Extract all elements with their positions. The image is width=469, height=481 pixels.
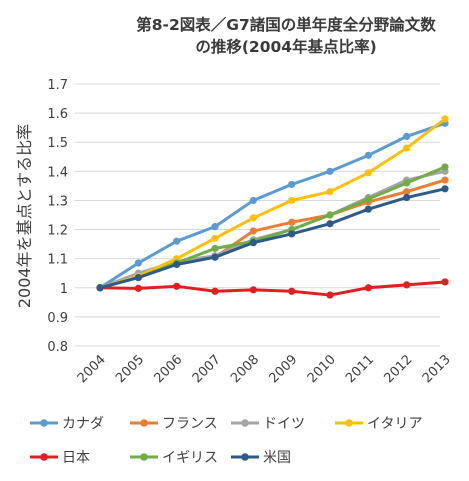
data-point — [96, 284, 104, 292]
y-tick-label: 1.6 — [47, 107, 68, 122]
data-point — [364, 205, 372, 213]
data-point — [441, 163, 449, 171]
x-tick-label: 2012 — [381, 352, 415, 386]
data-point — [403, 188, 411, 196]
legend-swatch-marker — [140, 419, 148, 427]
plot-area — [96, 115, 449, 299]
data-point — [288, 180, 296, 189]
data-point — [326, 291, 334, 299]
legend-label: イギリス — [162, 450, 218, 466]
y-axis-label: 2004年を基点とする比率 — [15, 124, 34, 308]
data-point — [326, 211, 334, 219]
legend-swatch-marker — [140, 453, 148, 461]
x-tick-label: 2006 — [151, 352, 185, 386]
data-point — [211, 234, 219, 242]
y-axis-ticks: 0.8 0.9 1 1.1 1.2 1.3 1.4 1.5 1.6 1.7 — [47, 78, 68, 355]
series-5 — [96, 278, 449, 299]
data-point — [249, 214, 257, 222]
data-point — [403, 132, 411, 140]
data-point — [364, 169, 372, 177]
data-point — [326, 188, 334, 196]
legend-item: ドイツ — [231, 416, 305, 432]
data-point — [134, 284, 142, 292]
data-point — [211, 244, 219, 253]
legend-swatch-marker — [40, 453, 48, 461]
chart-title-line2: の推移(2004年基点比率) — [195, 37, 376, 56]
data-point — [364, 284, 372, 292]
x-axis-ticks: 2004 2005 2006 2007 2008 2009 2010 2011 2012 2013 — [75, 352, 454, 386]
x-tick-label: 2013 — [420, 352, 454, 386]
legend-swatch-marker — [345, 419, 353, 427]
x-tick-label: 2005 — [113, 352, 147, 386]
y-tick-label: 0.8 — [47, 340, 68, 355]
x-tick-label: 2010 — [305, 352, 339, 386]
legend-label: 日本 — [62, 450, 90, 466]
data-point — [173, 260, 181, 269]
data-point — [249, 239, 257, 247]
data-point — [326, 167, 334, 175]
legend-label: フランス — [162, 416, 218, 432]
data-point — [403, 144, 411, 152]
y-tick-label: 1.3 — [47, 194, 68, 209]
series-line — [98, 121, 447, 290]
data-point — [441, 176, 449, 184]
legend-item: 米国 — [231, 450, 291, 466]
data-point — [288, 218, 296, 226]
y-tick-label: 1.5 — [47, 136, 68, 151]
y-tick-label: 1.2 — [47, 224, 68, 239]
x-tick-label: 2007 — [190, 352, 224, 386]
y-tick-label: 1.1 — [47, 253, 68, 268]
x-tick-label: 2004 — [75, 352, 109, 386]
x-tick-label: 2009 — [266, 352, 300, 386]
y-tick-label: 1.7 — [47, 78, 68, 93]
series-line — [98, 187, 447, 290]
data-point — [134, 259, 142, 267]
data-point — [288, 230, 296, 238]
legend-label: 米国 — [263, 450, 291, 466]
data-point — [441, 278, 449, 286]
series-7 — [96, 185, 449, 292]
data-point — [364, 195, 372, 203]
data-point — [249, 227, 257, 235]
chart-title-line1: 第8-2図表／G7諸国の単年度全分野論文数 — [136, 15, 436, 34]
data-point — [173, 282, 181, 290]
x-tick-label: 2011 — [343, 352, 377, 386]
legend-item: カナダ — [30, 416, 104, 432]
data-point — [441, 185, 449, 193]
data-point — [211, 223, 219, 231]
series-line — [98, 117, 447, 290]
data-point — [249, 196, 257, 205]
series-line — [98, 280, 447, 297]
data-point — [288, 287, 296, 295]
y-tick-label: 0.9 — [47, 311, 68, 326]
data-point — [288, 196, 296, 205]
y-tick-label: 1 — [60, 282, 68, 297]
data-point — [134, 273, 142, 282]
data-point — [211, 287, 219, 295]
legend-swatch-marker — [241, 419, 249, 427]
legend-swatch-marker — [241, 453, 249, 461]
data-point — [364, 151, 372, 159]
data-point — [249, 286, 257, 294]
data-point — [173, 237, 181, 245]
legend-item: イタリア — [335, 416, 422, 432]
legend-item: フランス — [130, 416, 218, 432]
legend-item: イギリス — [130, 450, 218, 466]
data-point — [211, 253, 219, 261]
data-point — [326, 220, 334, 228]
y-tick-label: 1.4 — [47, 165, 68, 180]
data-point — [403, 281, 411, 289]
data-point — [403, 193, 411, 202]
legend-label: イタリア — [367, 416, 422, 432]
data-point — [403, 179, 411, 187]
legend-item: 日本 — [30, 450, 90, 466]
data-point — [441, 115, 449, 123]
series-1 — [96, 119, 449, 292]
legend-swatch-marker — [40, 419, 48, 427]
x-tick-label: 2008 — [228, 352, 262, 386]
legend-label: ドイツ — [263, 416, 305, 432]
legend-label: カナダ — [62, 416, 104, 432]
